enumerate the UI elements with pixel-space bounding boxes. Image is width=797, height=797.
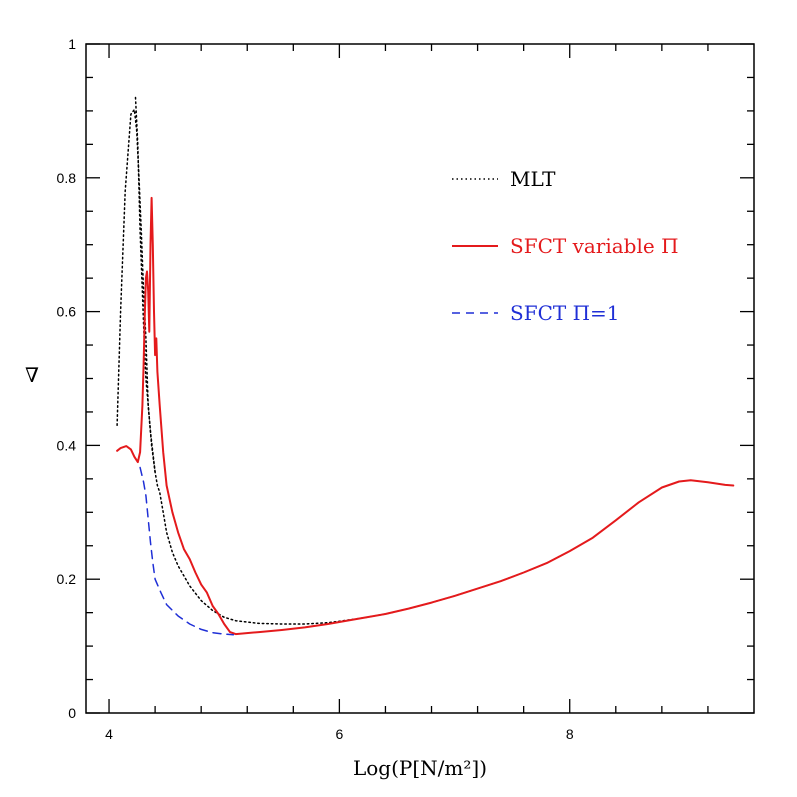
legend-label-mlt: MLT — [510, 167, 556, 191]
legend-item-mlt: MLT — [452, 167, 556, 191]
series-line-1 — [134, 96, 156, 473]
legend-item-sfct-variable: SFCT variable Π — [452, 234, 679, 258]
x-axis-label: Log(P[N/m²]) — [353, 756, 487, 780]
series-line-3 — [139, 466, 235, 636]
y-tick-label: 0 — [68, 705, 76, 721]
y-tick-label: 0.4 — [57, 437, 77, 453]
legend-label-sfct-variable: SFCT variable Π — [510, 234, 679, 258]
ticks-layer: 4 6 8 0 0.2 0.4 0.6 0.8 1 — [57, 36, 754, 742]
x-tick-label: 6 — [335, 726, 343, 742]
y-tick-label: 0.6 — [57, 304, 77, 320]
x-tick-label: 4 — [105, 726, 113, 742]
series-line-2 — [116, 196, 735, 636]
y-tick-label: 0.2 — [57, 571, 77, 587]
legend: MLT SFCT variable Π SFCT Π=1 — [452, 167, 679, 325]
legend-label-sfct-pi1: SFCT Π=1 — [510, 301, 620, 325]
x-tick-label: 8 — [566, 726, 574, 742]
y-tick-label: 0.8 — [57, 170, 77, 186]
legend-item-sfct-pi1: SFCT Π=1 — [452, 301, 620, 325]
series-layer — [116, 96, 735, 636]
y-axis-label: ∇ — [25, 363, 39, 387]
y-tick-label: 1 — [68, 36, 76, 52]
